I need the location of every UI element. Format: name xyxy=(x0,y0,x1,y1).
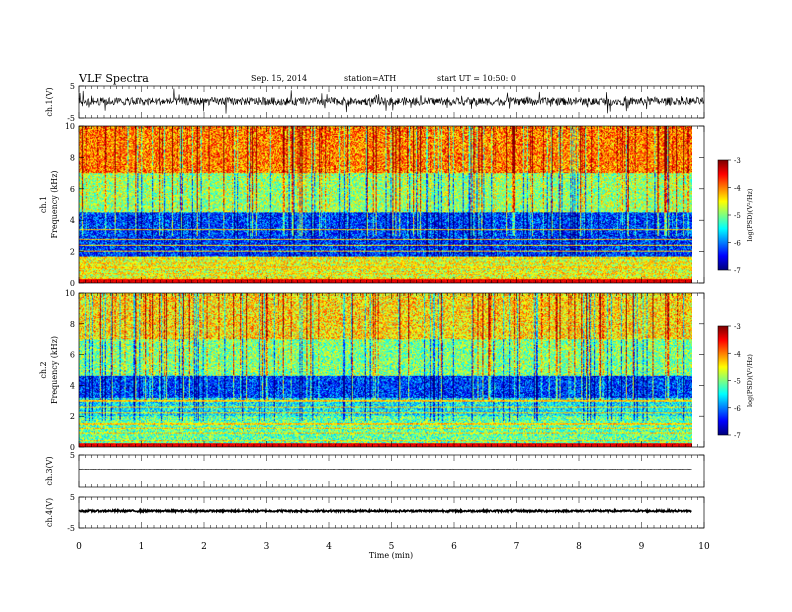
ch3-waveform-ylabel: ch.3(V) xyxy=(45,456,54,485)
chart-start-time: start UT = 10:50: 0 xyxy=(437,74,516,83)
ch4-waveform-ylabel: ch.4(V) xyxy=(45,498,54,527)
colorbar-tick-label: -3 xyxy=(734,323,741,331)
colorbar-label: log(PSD)(V²/Hz) xyxy=(746,188,754,241)
chart-date: Sep. 15, 2014 xyxy=(251,74,308,83)
colorbar-tick-label: -7 xyxy=(734,267,741,275)
ch4-waveform-trace xyxy=(78,507,692,515)
xtick-label: 6 xyxy=(451,542,457,552)
ch2-spectrogram-ytick-label: 8 xyxy=(70,320,75,329)
ch1-spectrogram-ytick-label: 0 xyxy=(70,279,75,288)
spectrogram-2-image xyxy=(79,293,692,447)
ch1-spectrogram-ytick-label: 2 xyxy=(70,248,75,257)
ch2-spectrogram-ytick-label: 2 xyxy=(70,412,75,421)
xtick-label: 7 xyxy=(514,542,520,552)
ch1-spectrogram-ytick-label: 6 xyxy=(70,185,75,194)
colorbar-tick-label: -6 xyxy=(734,405,741,413)
ch2-spectrogram-ylabel: Frequency (kHz) xyxy=(50,336,59,404)
ch1-waveform-ytick-label: 5 xyxy=(70,82,75,91)
colorbar-tick-label: -5 xyxy=(734,378,741,386)
ch1-spectrogram-ylabel: Frequency (kHz) xyxy=(50,170,59,238)
xtick-label: 0 xyxy=(76,542,82,552)
xtick-label: 1 xyxy=(139,542,145,552)
colorbar-label: log(PSD)(V²/Hz) xyxy=(746,354,754,407)
ch2-spectrogram-channel-label: ch.2 xyxy=(39,361,48,378)
xtick-label: 2 xyxy=(201,542,207,552)
ch3-waveform-ytick-label: 5 xyxy=(70,451,75,460)
x-axis-label: Time (min) xyxy=(369,551,413,560)
ch1-waveform-ytick-label: -5 xyxy=(67,114,75,123)
colorbar-tick-label: -3 xyxy=(734,157,741,165)
xtick-label: 9 xyxy=(639,542,645,552)
colorbar-tick-label: -6 xyxy=(734,240,741,248)
ch1-waveform-trace xyxy=(78,88,705,114)
colorbar-tick-label: -4 xyxy=(734,350,741,358)
spectrogram-1-image xyxy=(79,126,692,283)
xtick-label: 5 xyxy=(389,542,395,552)
ch1-spectrogram-ytick-label: 8 xyxy=(70,153,75,162)
xtick-label: 4 xyxy=(326,542,332,552)
ch2-spectrogram-ytick-label: 6 xyxy=(70,351,75,360)
ch2-spectrogram-ytick-label: 10 xyxy=(65,289,75,298)
ch4-waveform-ytick-label: 5 xyxy=(70,493,75,502)
ch2-spectrogram-ytick-label: 0 xyxy=(70,443,75,452)
xtick-label: 3 xyxy=(264,542,270,552)
chart-station: station=ATH xyxy=(344,74,397,83)
ch1-spectrogram-channel-label: ch.1 xyxy=(39,196,48,213)
colorbar-1 xyxy=(718,160,728,270)
colorbar-2 xyxy=(718,326,728,435)
ch1-spectrogram-ytick-label: 10 xyxy=(65,122,75,131)
ch2-spectrogram-ytick-label: 4 xyxy=(70,381,75,390)
colorbar-tick-label: -7 xyxy=(734,432,741,440)
chart-title: VLF Spectra xyxy=(79,72,149,85)
colorbar-tick-label: -4 xyxy=(734,185,741,193)
ch1-spectrogram-ytick-label: 4 xyxy=(70,216,75,225)
colorbar-tick-label: -5 xyxy=(734,212,741,220)
ch1-waveform-ylabel: ch.1(V) xyxy=(45,87,54,116)
xtick-label: 8 xyxy=(576,542,582,552)
ch4-waveform-ytick-label: -5 xyxy=(67,524,75,533)
xtick-label: 10 xyxy=(698,542,710,552)
